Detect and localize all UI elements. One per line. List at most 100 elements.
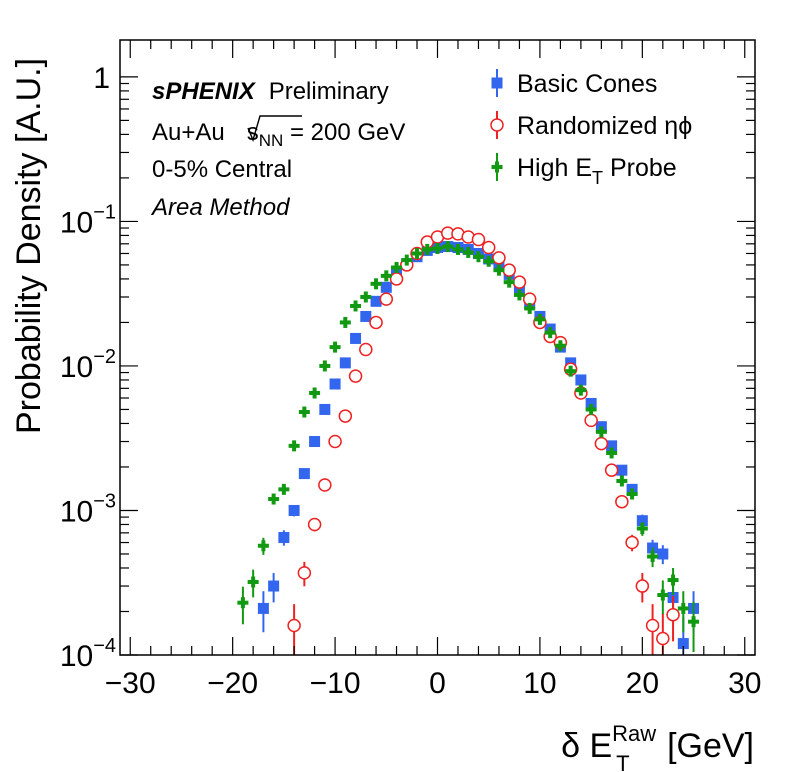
data-point [604,463,619,477]
data-point [616,475,628,487]
series-2 [237,241,700,652]
data-point [534,313,546,325]
data-point [432,242,443,254]
legend-marker-basic-cones [491,69,503,97]
data-point [348,369,363,383]
data-point [329,378,341,390]
data-point [595,426,607,438]
data-point [524,302,536,314]
legend-label-basic-cones: Basic Cones [517,70,657,98]
data-point [512,275,527,289]
data-point [606,440,618,452]
data-point [278,532,290,544]
x-tick-label: −10 [310,667,361,700]
collision-system-label: Au+Au sNN = 200 GeV [152,119,405,150]
data-point [391,261,403,273]
x-tick-label: 20 [626,667,659,700]
data-point [647,551,659,563]
data-point [492,251,506,265]
data-point [645,618,660,633]
data-point [513,289,525,301]
data-point [575,374,587,386]
data-point [257,540,269,552]
system-prefix: Au+Au [152,119,225,146]
legend-entry-high-et-probe: High ET Probe [491,153,677,188]
x-tick-label: 0 [429,667,446,700]
data-point [297,566,312,580]
data-point [584,413,598,428]
energy-variable: s [247,119,259,146]
data-point [513,283,525,295]
data-point [380,270,392,282]
data-point [380,281,392,293]
data-point [288,440,300,452]
data-point [338,409,353,423]
data-point [401,254,413,266]
data-point [247,576,259,588]
annotation-block: sPHENIX Preliminary Au+Au sNN = 200 GeV 0-… [150,78,405,221]
energy-value: = 200 GeV [283,119,405,146]
data-point [606,447,618,459]
legend-entry-basic-cones: Basic Cones [491,69,657,98]
y-tick-label: 10−4 [60,635,116,673]
y-axis-label: Probability Density [A.U.] [10,58,48,434]
data-point [268,493,280,505]
data-point [359,342,373,357]
data-point [379,292,394,306]
data-point [585,403,597,415]
data-point [554,340,566,352]
data-point [493,264,505,276]
data-point [442,241,454,253]
data-point [421,243,433,255]
experiment-name: sPHENIX [152,78,257,105]
x-axis-label-sub: T [616,751,629,772]
data-point [287,618,301,633]
data-point [472,251,484,263]
legend-marker-shape [491,77,503,89]
data-point [636,523,648,535]
data-point [319,360,331,372]
y-tick-label: 1 [93,62,110,95]
data-point [411,247,423,259]
data-point [452,243,464,255]
series-0 [257,241,700,655]
legend-label-randomized: Randomized ηϕ [517,112,692,140]
data-point [288,504,300,516]
data-point [237,597,249,609]
sqrt-sign-icon [247,115,302,143]
x-axis-label-sup: Raw [612,721,656,746]
data-point [268,580,280,592]
energy-variable-sub: NN [259,131,284,150]
data-point [329,341,341,353]
data-point [278,483,290,495]
data-point [667,574,679,586]
y-tick-label: 10−1 [60,201,116,239]
data-point [688,616,700,628]
legend-label-high-et-main: High E [517,154,592,182]
data-point [360,310,372,322]
x-tick-label: 30 [728,667,761,700]
x-axis-label-suffix: [GeV] [658,727,754,765]
data-point [319,403,331,415]
legend-marker-randomized [490,111,504,139]
data-point [656,631,670,646]
legend: Basic Cones Randomized ηϕ High ET Probe [490,69,692,188]
data-point [657,589,669,601]
data-point [318,478,332,492]
legend-label-high-et-probe: High ET Probe [517,154,677,188]
x-axis-label-prefix: δ E [561,727,612,765]
axis-ticks: −30 −20 −10 0 10 20 30 1 10−1 10−2 10−3 10−4 [60,40,761,700]
data-point [350,300,362,312]
data-point [666,607,680,622]
series-1 [287,226,680,655]
data-point [677,638,689,650]
data-point [544,327,556,339]
x-tick-label: −30 [105,667,156,700]
data-point [298,406,310,418]
data-point [565,365,577,377]
legend-marker-high-et-probe [491,153,503,181]
data-point [677,602,689,614]
method-label: Area Method [150,194,290,221]
data-markers [237,226,700,655]
